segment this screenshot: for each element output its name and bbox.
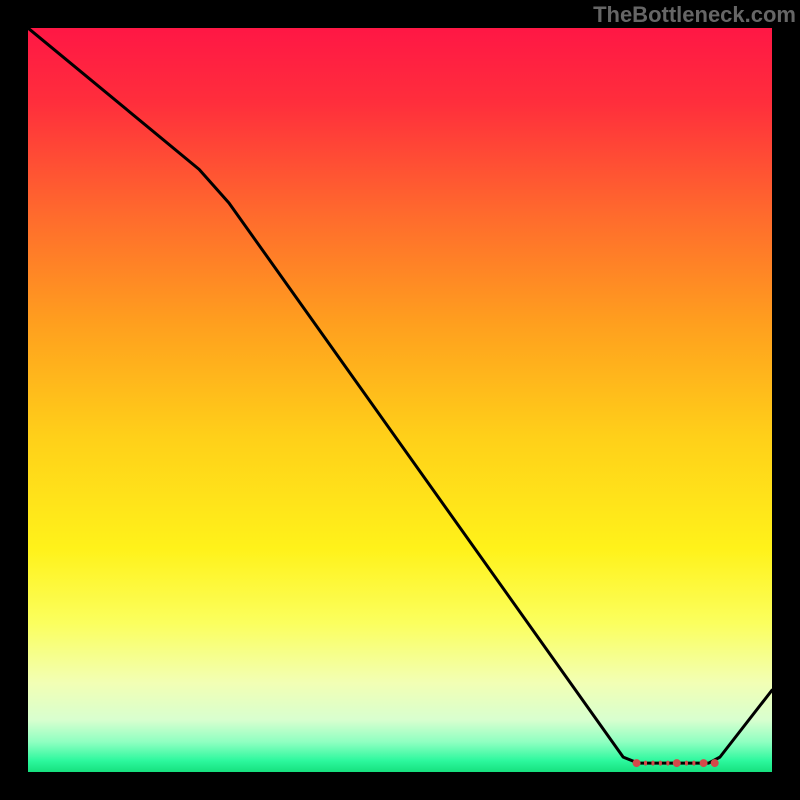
marker-dot (673, 759, 681, 767)
chart-svg (28, 28, 772, 772)
marker-dash (692, 761, 695, 766)
marker-dot (711, 759, 719, 767)
marker-dot (700, 759, 708, 767)
marker-dash (685, 761, 688, 766)
marker-dot (633, 759, 641, 767)
gradient-background (28, 28, 772, 772)
marker-dash (666, 761, 669, 766)
marker-dash (659, 761, 662, 766)
marker-dash (644, 761, 647, 766)
marker-dash (651, 761, 654, 766)
plot-area (28, 28, 772, 772)
watermark-text: TheBottleneck.com (593, 2, 796, 28)
